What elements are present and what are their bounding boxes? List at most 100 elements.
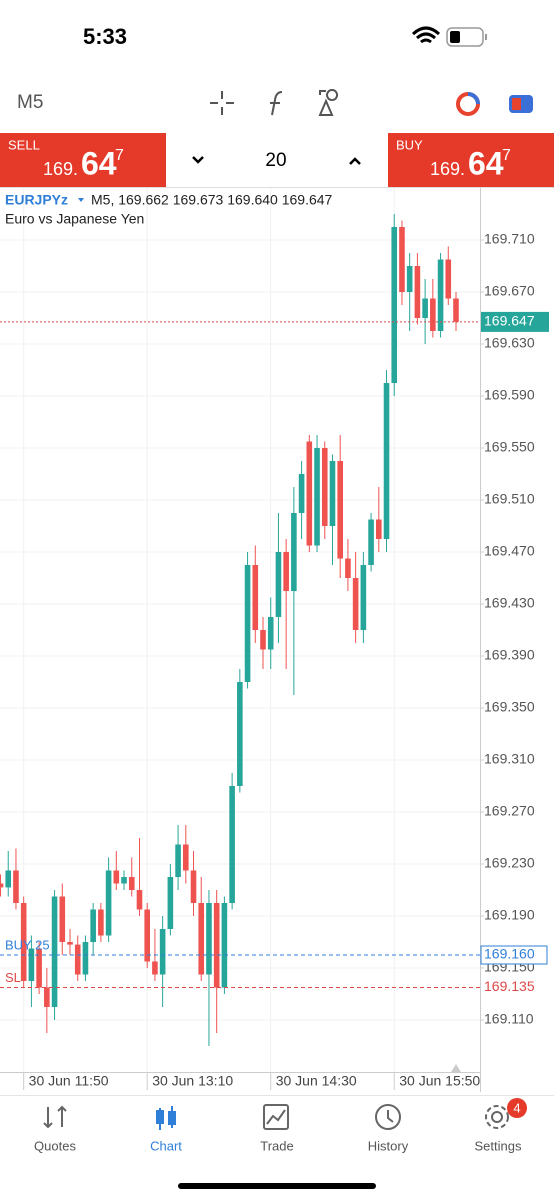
candle-body [213, 903, 220, 988]
candle-body [383, 383, 390, 539]
candle-body [136, 890, 143, 910]
candle-body [314, 448, 320, 546]
sell-price-big: 64 [81, 145, 117, 181]
symbol-dropdown[interactable] [78, 198, 84, 202]
candle-body [113, 870, 120, 884]
candle-body [260, 630, 266, 650]
level-price: 169.135 [484, 978, 535, 994]
level-label: SL [5, 970, 21, 985]
candle-body [252, 565, 259, 630]
candle-body [352, 578, 359, 630]
timeframe[interactable]: M5 [17, 92, 43, 113]
candle-body [229, 786, 235, 903]
candle-body [329, 461, 336, 526]
candle-body [105, 870, 112, 936]
y-tick-label: 169.510 [484, 491, 535, 507]
candle-body [376, 519, 382, 539]
settings-badge: 4 [513, 1100, 520, 1115]
candle-body [237, 682, 243, 786]
candle-body [167, 877, 174, 929]
candle-body [437, 259, 444, 331]
candle-body [82, 942, 89, 975]
lot-decrease[interactable] [192, 156, 204, 164]
candle-body [183, 844, 189, 871]
candle-body [360, 565, 367, 630]
candle-body [0, 883, 4, 888]
candle-body [59, 896, 66, 942]
y-tick-label: 169.590 [484, 387, 535, 403]
y-tick-label: 169.550 [484, 439, 535, 455]
y-tick-label: 169.270 [484, 803, 535, 819]
y-tick-label: 169.350 [484, 699, 535, 715]
candle-body [175, 844, 181, 877]
candle-body [13, 870, 19, 903]
tab-label[interactable]: Settings [475, 1138, 522, 1153]
level-label: BUY 25 [5, 937, 50, 952]
lot-size[interactable]: 20 [265, 150, 286, 171]
candle-body [128, 877, 135, 890]
candle-body [190, 870, 197, 903]
buy-price-sup: 7 [502, 147, 511, 164]
y-tick-label: 169.110 [484, 1011, 534, 1027]
candle-body [221, 903, 228, 988]
candle-body [422, 298, 428, 318]
price-line-box [481, 311, 549, 332]
toolbar-icons[interactable] [210, 89, 533, 116]
tab-label[interactable]: Chart [150, 1138, 182, 1153]
sell-button[interactable] [0, 133, 166, 187]
tab-bar: Quotes Chart Trade History Settings [34, 1138, 522, 1153]
buy-button[interactable] [388, 133, 554, 187]
y-tick-label: 169.470 [484, 543, 535, 559]
candle-body [206, 903, 212, 975]
candle-body [275, 552, 282, 617]
price-line-label: 169.647 [484, 313, 535, 329]
symbol-description: Euro vs Japanese Yen [5, 211, 144, 227]
candle-body [159, 929, 166, 975]
symbol[interactable]: EURJPYz [5, 192, 68, 208]
candle-body [51, 896, 58, 1007]
candle-body [337, 461, 343, 559]
tab-label[interactable]: Trade [260, 1138, 293, 1153]
candle-body [20, 903, 27, 981]
x-tick-label: 30 Jun 14:30 [276, 1073, 357, 1089]
candle-body [391, 227, 398, 383]
candle-body [345, 558, 351, 578]
ohlc-info: M5, 169.662 169.673 169.640 169.647 [91, 192, 333, 208]
chart: 169.110169.150169.190169.230169.270169.3… [0, 188, 549, 1092]
sell-price-sup: 7 [115, 147, 124, 164]
buy-price-big: 64 [468, 145, 504, 181]
y-tick-label: 169.430 [484, 595, 535, 611]
candle-body [98, 909, 104, 936]
tab-icons [43, 1098, 527, 1130]
y-tick-label: 169.670 [484, 283, 535, 299]
status-icons [411, 26, 487, 47]
home-indicator [178, 1183, 376, 1189]
candle-body [406, 266, 413, 292]
candle-body [414, 266, 421, 318]
candle-body [74, 944, 81, 975]
candle-body [399, 227, 405, 292]
candle-body [44, 987, 50, 1007]
buy-price-prefix: 169. [430, 159, 465, 179]
level-price: 169.160 [484, 946, 535, 962]
sell-price-prefix: 169. [43, 159, 78, 179]
candle-body [28, 948, 35, 981]
candle-body [298, 474, 305, 513]
lot-increase[interactable] [349, 157, 361, 165]
clock: 5:33 [83, 24, 127, 49]
y-tick-label: 169.710 [484, 231, 535, 247]
candle-body [198, 903, 205, 975]
candle-body [267, 617, 274, 650]
candle-body [291, 513, 297, 591]
sell-label: SELL [8, 137, 40, 152]
candle-body [5, 870, 12, 888]
y-tick-label: 169.190 [484, 907, 535, 923]
y-tick-label: 169.310 [484, 751, 535, 767]
candle-body [306, 441, 313, 546]
candle-body [67, 942, 73, 945]
x-tick-label: 30 Jun 13:10 [152, 1073, 233, 1089]
scroll-marker [451, 1064, 461, 1072]
tab-label[interactable]: Quotes [34, 1138, 76, 1153]
candle-body [283, 552, 289, 591]
tab-label[interactable]: History [368, 1138, 409, 1153]
